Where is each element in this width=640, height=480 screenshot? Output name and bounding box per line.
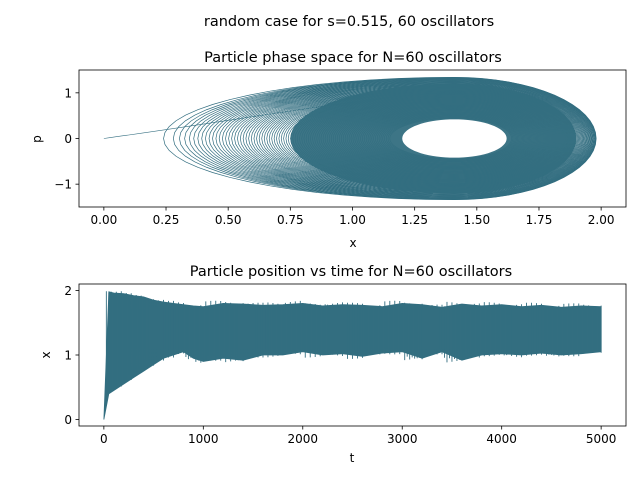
- phase-space-xtick-label: 0.25: [153, 213, 180, 227]
- phase-space-title: Particle phase space for N=60 oscillator…: [204, 50, 502, 66]
- phase-space-xtick-label: 1.50: [463, 213, 490, 227]
- phase-space-orbit: [245, 84, 584, 193]
- phase-space-orbit: [225, 81, 589, 196]
- phase-space-orbit: [239, 83, 586, 194]
- phase-space-orbit: [231, 82, 588, 195]
- phase-space-orbit: [205, 79, 593, 198]
- phase-space-orbit: [208, 79, 593, 198]
- position-time-xtick-label: 5000: [586, 432, 617, 446]
- phase-space-ytick-label: 0: [64, 132, 72, 146]
- position-time-ytick-label: 1: [64, 349, 72, 363]
- phase-space-xtick-label: 0.50: [215, 213, 242, 227]
- phase-space-ytick-label: 1: [64, 86, 72, 100]
- phase-space-xtick-label: 1.00: [339, 213, 366, 227]
- position-time-ytick-label: 0: [64, 413, 72, 427]
- position-time-xtick-label: 3000: [387, 432, 418, 446]
- position-time-x-ticks: 0 1000 2000 3000 4000 5000: [100, 426, 616, 446]
- position-time-oscillation-lines: [105, 291, 602, 395]
- phase-space-ylabel: p: [30, 135, 44, 143]
- phase-space-xtick-label: 1.75: [526, 213, 553, 227]
- position-time-y-ticks: 0 1 2: [64, 284, 79, 427]
- position-time-ytick-label: 2: [64, 284, 72, 298]
- phase-space-orbit: [242, 83, 585, 194]
- position-time-xtick-label: 2000: [287, 432, 318, 446]
- phase-space-orbit: [237, 82, 586, 195]
- position-time-xtick-label: 0: [100, 432, 108, 446]
- phase-space-ytick-label: −1: [54, 178, 72, 192]
- phase-space-y-ticks: −1 0 1: [54, 86, 79, 192]
- phase-space-x-ticks: 0.00 0.25 0.50 0.75 1.00 1.25 1.50 1.75 2.00: [91, 207, 615, 227]
- phase-space-xtick-label: 0.75: [277, 213, 304, 227]
- phase-space-orbit: [234, 82, 587, 195]
- phase-space-axes: Particle phase space for N=60 oscillator…: [30, 50, 627, 250]
- phase-space-xlabel: x: [349, 236, 356, 250]
- figure-suptitle: random case for s=0.515, 60 oscillators: [204, 14, 494, 30]
- phase-space-orbit: [222, 81, 590, 196]
- position-time-title: Particle position vs time for N=60 oscil…: [190, 264, 512, 280]
- phase-space-xtick-label: 1.25: [401, 213, 428, 227]
- phase-space-dense-band: [290, 83, 577, 194]
- position-time-xtick-label: 4000: [486, 432, 517, 446]
- phase-space-orbit: [212, 79, 592, 198]
- phase-space-orbit: [228, 81, 589, 196]
- phase-space-xtick-label: 0.00: [91, 213, 118, 227]
- phase-space-orbit: [215, 80, 591, 197]
- position-time-plot-area: [103, 291, 602, 420]
- phase-space-xtick-label: 2.00: [588, 213, 615, 227]
- phase-space-orbit: [218, 80, 591, 197]
- position-time-xlabel: t: [350, 451, 355, 465]
- position-time-xtick-label: 1000: [188, 432, 219, 446]
- position-time-ylabel: x: [39, 351, 53, 358]
- position-time-axes: Particle position vs time for N=60 oscil…: [39, 264, 627, 465]
- phase-space-plot-area: [103, 76, 597, 201]
- phase-space-orbit: [201, 78, 594, 199]
